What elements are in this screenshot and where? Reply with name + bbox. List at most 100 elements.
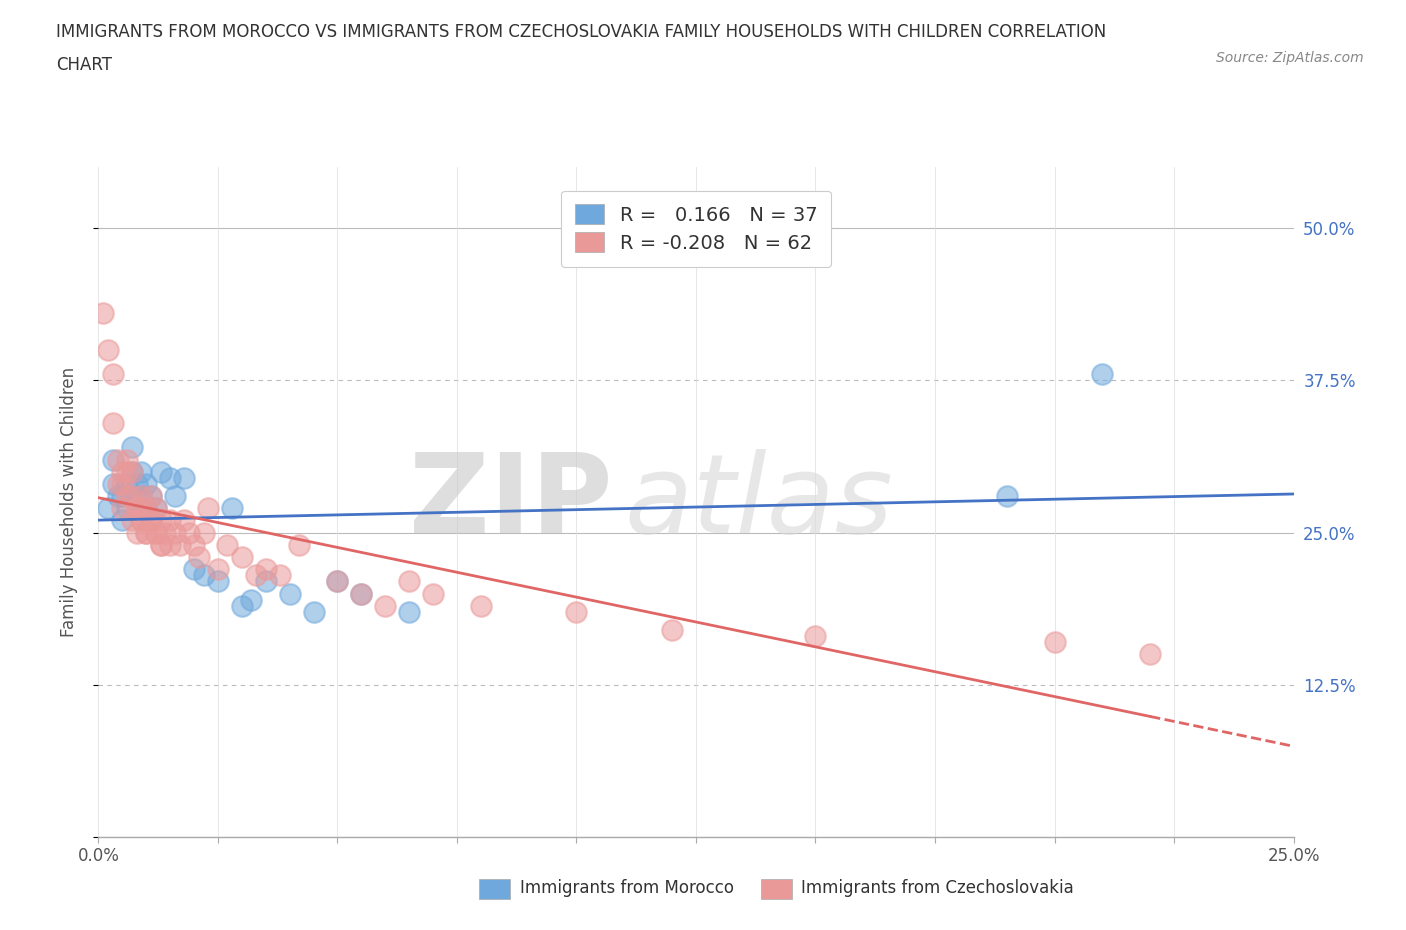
Point	[149, 538, 172, 552]
Point	[101, 476, 124, 491]
Point	[163, 488, 186, 503]
Point	[326, 574, 349, 589]
Point	[231, 598, 253, 613]
Point	[159, 471, 181, 485]
Point	[131, 513, 153, 528]
Point	[149, 464, 172, 479]
Point	[139, 488, 162, 503]
Point	[565, 604, 588, 619]
Point	[470, 598, 492, 613]
Point	[155, 525, 177, 540]
Point	[398, 604, 420, 619]
Point	[121, 464, 143, 479]
Bar	[479, 879, 510, 899]
Point	[107, 488, 129, 503]
Point	[149, 513, 172, 528]
Point	[159, 513, 181, 528]
Point	[125, 501, 148, 516]
Point	[254, 574, 277, 589]
Point	[115, 488, 138, 503]
Point	[115, 501, 138, 516]
Point	[145, 501, 167, 516]
Point	[159, 538, 181, 552]
Point	[111, 464, 134, 479]
Point	[173, 471, 195, 485]
Text: IMMIGRANTS FROM MOROCCO VS IMMIGRANTS FROM CZECHOSLOVAKIA FAMILY HOUSEHOLDS WITH: IMMIGRANTS FROM MOROCCO VS IMMIGRANTS FR…	[56, 23, 1107, 41]
Point	[139, 488, 162, 503]
Point	[97, 501, 120, 516]
Point	[269, 568, 291, 583]
Point	[179, 525, 201, 540]
Point	[217, 538, 239, 552]
Point	[131, 513, 153, 528]
Point	[121, 513, 143, 528]
Point	[1043, 635, 1066, 650]
Point	[278, 586, 301, 601]
Point	[350, 586, 373, 601]
Point	[422, 586, 444, 601]
Point	[163, 525, 186, 540]
Point	[101, 416, 124, 431]
Bar	[761, 879, 792, 899]
Point	[240, 592, 263, 607]
Point	[995, 488, 1018, 503]
Y-axis label: Family Households with Children: Family Households with Children	[59, 367, 77, 637]
Point	[135, 476, 157, 491]
Point	[145, 525, 167, 540]
Point	[183, 562, 205, 577]
Point	[173, 513, 195, 528]
Point	[326, 574, 349, 589]
Point	[302, 604, 325, 619]
Point	[135, 525, 157, 540]
Text: CHART: CHART	[56, 56, 112, 73]
Point	[193, 525, 215, 540]
Text: Source: ZipAtlas.com: Source: ZipAtlas.com	[1216, 51, 1364, 65]
Point	[231, 550, 253, 565]
Point	[193, 568, 215, 583]
Point	[245, 568, 267, 583]
Point	[374, 598, 396, 613]
Point	[183, 538, 205, 552]
Point	[169, 538, 191, 552]
Point	[121, 464, 143, 479]
Text: Immigrants from Morocco: Immigrants from Morocco	[520, 879, 734, 897]
Point	[107, 476, 129, 491]
Point	[115, 476, 138, 491]
Point	[115, 464, 138, 479]
Text: Immigrants from Czechoslovakia: Immigrants from Czechoslovakia	[801, 879, 1074, 897]
Point	[145, 525, 167, 540]
Point	[121, 440, 143, 455]
Point	[661, 622, 683, 637]
Point	[135, 501, 157, 516]
Point	[145, 501, 167, 516]
Point	[101, 452, 124, 467]
Point	[97, 342, 120, 357]
Point	[1091, 367, 1114, 382]
Point	[101, 367, 124, 382]
Point	[107, 452, 129, 467]
Point	[111, 501, 134, 516]
Point	[115, 452, 138, 467]
Point	[125, 525, 148, 540]
Point	[288, 538, 311, 552]
Point	[135, 525, 157, 540]
Point	[131, 464, 153, 479]
Point	[131, 488, 153, 503]
Point	[207, 574, 229, 589]
Point	[135, 501, 157, 516]
Point	[121, 488, 143, 503]
Point	[111, 513, 134, 528]
Point	[149, 538, 172, 552]
Text: atlas: atlas	[624, 448, 893, 556]
Point	[207, 562, 229, 577]
Point	[398, 574, 420, 589]
Point	[350, 586, 373, 601]
Point	[131, 488, 153, 503]
Point	[139, 513, 162, 528]
Point	[125, 501, 148, 516]
Point	[111, 488, 134, 503]
Point	[139, 513, 162, 528]
Point	[121, 488, 143, 503]
Point	[1139, 647, 1161, 662]
Point	[111, 476, 134, 491]
